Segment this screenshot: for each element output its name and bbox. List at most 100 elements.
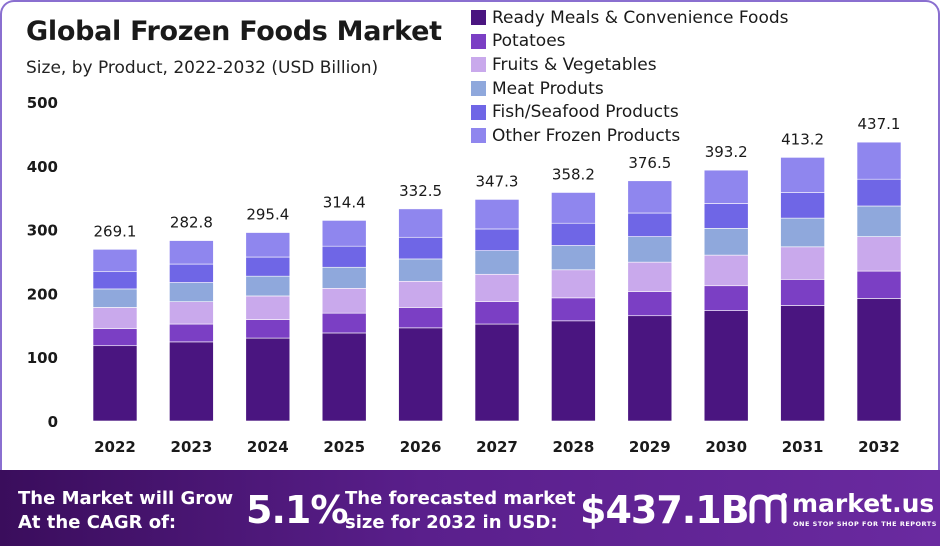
bar-segment-2	[321, 312, 367, 334]
bar-segment-4	[321, 266, 367, 289]
legend-item: Other Frozen Products	[471, 124, 789, 148]
market-us-logo-icon	[749, 493, 787, 524]
bar-segment-1	[169, 341, 214, 422]
bar-segment-1	[92, 345, 138, 422]
y-tick-label: 0	[48, 413, 58, 431]
bar-segment-6	[398, 208, 443, 238]
bar-segment-6	[169, 240, 214, 265]
footer-banner: The Market will Grow At the CAGR of: 5.1…	[0, 470, 940, 546]
bar-total-label: 437.1	[858, 115, 901, 133]
bar-segment-2	[856, 270, 902, 299]
bar-segment-4	[169, 282, 214, 302]
x-tick-label: 2026	[400, 438, 442, 456]
y-tick-label: 200	[27, 285, 58, 303]
bar-total-label: 347.3	[476, 172, 519, 190]
bar-total-label: 269.1	[94, 222, 137, 240]
legend-label: Ready Meals & Convenience Foods	[492, 7, 789, 28]
bar-segment-4	[551, 245, 596, 271]
bar-total-label: 393.2	[705, 143, 748, 161]
forecast-value: $437.1B	[580, 488, 750, 532]
bar-segment-5	[703, 203, 749, 229]
bar-segment-5	[780, 192, 825, 219]
bar-total-label: 376.5	[628, 154, 671, 172]
bar-total-label: 413.2	[781, 130, 824, 148]
bar-segment-3	[245, 295, 291, 320]
y-tick-label: 100	[27, 349, 58, 367]
bar-segment-2	[551, 297, 596, 322]
bar-segment-4	[627, 236, 673, 263]
legend-label: Fruits & Vegetables	[492, 54, 657, 75]
bar-segment-3	[627, 261, 673, 292]
bar-segment-6	[551, 192, 596, 224]
bar-segment-6	[780, 157, 825, 193]
bar-segment-5	[321, 245, 367, 268]
legend-swatch	[471, 10, 486, 26]
cagr-caption-line1: The Market will Grow	[18, 488, 234, 509]
legend-swatch	[471, 57, 486, 73]
chart-subtitle: Size, by Product, 2022-2032 (USD Billion…	[26, 58, 379, 78]
bar-total-label: 314.4	[323, 193, 366, 211]
bar-segment-6	[474, 199, 520, 230]
bar-segment-5	[856, 178, 902, 207]
bar-segment-2	[398, 307, 443, 329]
bar-segment-3	[856, 236, 902, 272]
bar-total-label: 358.2	[552, 165, 595, 183]
bar-segment-4	[245, 275, 291, 297]
bar-segment-3	[92, 307, 138, 329]
legend-item: Meat Produts	[471, 77, 789, 101]
bar-segment-1	[551, 320, 596, 422]
legend-label: Other Frozen Products	[492, 125, 681, 146]
bar-total-label: 282.8	[170, 214, 213, 232]
bar-segment-4	[474, 250, 520, 275]
forecast-caption-line1: The forecasted market	[345, 488, 576, 509]
x-tick-label: 2022	[94, 438, 136, 456]
bar-segment-6	[627, 180, 673, 214]
cagr-value: 5.1%	[246, 488, 348, 532]
bar-segment-6	[245, 232, 291, 258]
bar-segment-1	[703, 310, 749, 422]
bar-segment-4	[398, 258, 443, 282]
bar-segment-1	[627, 315, 673, 422]
bar-segment-5	[169, 263, 214, 283]
bar-segment-2	[627, 291, 673, 317]
bar-segment-6	[703, 169, 749, 204]
cagr-caption-line2: At the CAGR of:	[18, 512, 177, 533]
bar-segment-2	[245, 319, 291, 339]
x-tick-label: 2028	[553, 438, 595, 456]
brand-tagline: ONE STOP SHOP FOR THE REPORTS	[793, 520, 937, 528]
forecast-caption-line2: size for 2032 in USD:	[345, 512, 558, 533]
bar-segment-3	[169, 301, 214, 325]
bar-segment-5	[92, 271, 138, 290]
y-tick-label: 400	[27, 158, 58, 176]
legend-label: Meat Produts	[492, 78, 604, 99]
bar-segment-3	[703, 254, 749, 287]
bar-segment-1	[398, 327, 443, 422]
legend-item: Fish/Seafood Products	[471, 100, 789, 124]
bar-segment-6	[92, 249, 138, 273]
bar-segment-1	[321, 332, 367, 422]
bar-segment-1	[245, 337, 291, 422]
stacked-bar-chart: 0 100 200 300 400 500 269.1 2022 282.8 2023 295.4 2…	[27, 94, 902, 456]
x-tick-label: 2023	[171, 438, 213, 456]
bar-segment-5	[245, 256, 291, 277]
legend-item: Potatoes	[471, 30, 789, 54]
bar-segment-3	[321, 287, 367, 314]
bar-segment-2	[780, 279, 825, 306]
bar-segment-4	[856, 205, 902, 237]
legend-swatch	[471, 128, 486, 144]
bar-segment-6	[856, 141, 902, 180]
legend-swatch	[471, 33, 486, 49]
x-tick-label: 2030	[705, 438, 747, 456]
legend-item: Ready Meals & Convenience Foods	[471, 6, 789, 30]
x-tick-label: 2025	[323, 438, 365, 456]
bar-segment-3	[780, 246, 825, 280]
bar-segment-3	[398, 280, 443, 308]
bar-total-label: 332.5	[399, 182, 442, 200]
x-tick-label: 2027	[476, 438, 518, 456]
y-tick-label: 500	[27, 94, 58, 112]
legend-swatch	[471, 104, 486, 120]
bar-segment-6	[321, 220, 367, 247]
bar-segment-4	[780, 217, 825, 248]
legend-label: Potatoes	[492, 31, 566, 52]
bar-segment-2	[474, 301, 520, 325]
